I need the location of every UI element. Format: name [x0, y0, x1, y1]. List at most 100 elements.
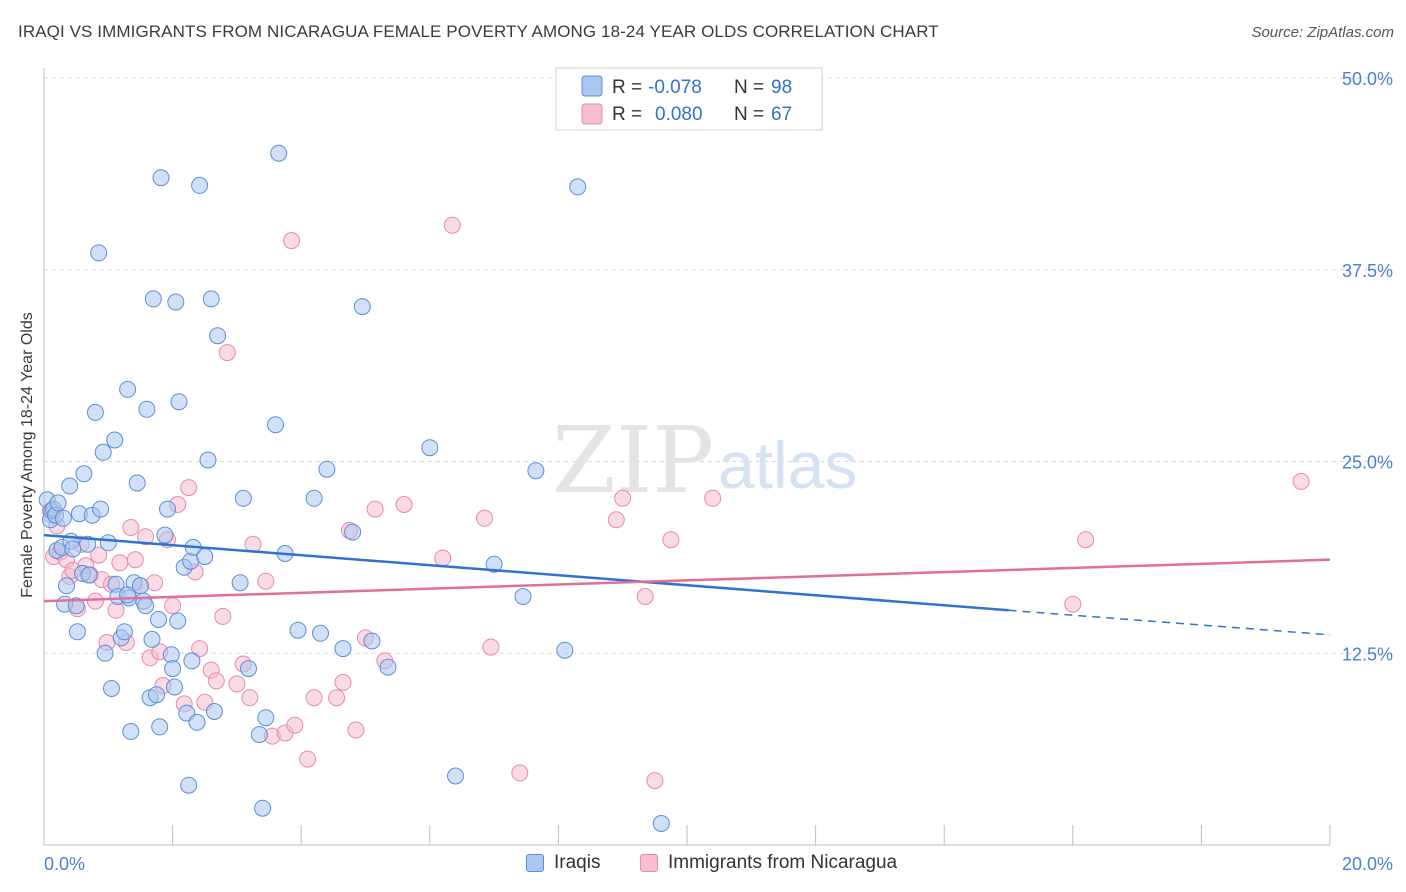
iraqi-point-61: [188, 713, 206, 731]
iraqi-point-62: [191, 176, 209, 194]
iraqi-point-78: [305, 489, 323, 507]
nicaragua-point-34: [191, 640, 209, 658]
iraqi-point-54: [169, 612, 187, 630]
iraqi-point-33: [119, 380, 137, 398]
series-legend: Iraqis Immigrants from Nicaragua: [0, 852, 1406, 878]
iraqi-point-86: [421, 439, 439, 457]
grid-lines: [44, 77, 1394, 654]
x-tick-label-1: 20.0%: [1342, 854, 1393, 874]
iraqi-point-44: [148, 686, 165, 704]
axes: [43, 68, 1331, 846]
nicaragua-point-49: [299, 750, 317, 768]
nicaragua-point-68: [662, 531, 680, 549]
iraqi-point-88: [485, 555, 503, 573]
y-tick-label-2: 37.5%: [1342, 261, 1393, 281]
nicaragua-point-59: [395, 496, 413, 513]
iraqi-point-51: [164, 660, 182, 678]
nicaragua-point-20: [122, 519, 140, 536]
legend-n-value-2: 67: [771, 104, 792, 125]
nicaragua-point-69: [704, 489, 722, 507]
nicaragua-point-23: [137, 528, 155, 546]
iraqi-trend-extension: [1008, 609, 1331, 636]
iraqi-point-26: [99, 534, 117, 552]
x-tick-label-0: 0.0%: [44, 854, 85, 874]
iraqi-point-85: [379, 658, 397, 676]
iraqi-point-13: [64, 540, 82, 558]
nicaragua-point-25: [146, 574, 164, 592]
nicaragua-point-67: [646, 772, 664, 790]
iraqi-point-74: [267, 416, 284, 434]
iraqi-point-18: [75, 465, 93, 483]
iraqi-point-77: [289, 621, 307, 639]
iraqi-point-81: [334, 640, 352, 658]
iraqi-point-24: [94, 443, 112, 461]
nicaragua-point-51: [328, 689, 346, 707]
iraqi-point-55: [170, 393, 188, 411]
iraqi-point-6: [49, 494, 67, 512]
nicaragua-point-72: [1292, 472, 1310, 490]
nicaragua-point-64: [607, 511, 625, 529]
iraqi-point-79: [312, 624, 329, 642]
iraqi-point-80: [318, 460, 336, 478]
watermark-zip: ZIP: [552, 407, 714, 514]
legend-n-label-1: N =: [734, 77, 764, 98]
nicaragua-point-39: [218, 344, 236, 362]
iraqi-point-87: [447, 767, 464, 785]
iraqi-point-43: [144, 290, 162, 308]
nicaragua-point-58: [443, 216, 461, 234]
iraqi-point-65: [202, 290, 220, 308]
tick-labels: 12.5% 25.0% 37.5% 50.0% 0.0% 20.0%: [44, 69, 1393, 874]
legend-n-label-2: N =: [734, 104, 764, 125]
y-tick-label-3: 50.0%: [1342, 69, 1393, 89]
iraqi-point-89: [514, 588, 532, 605]
legend-swatch-iraqis: [581, 75, 603, 97]
nicaragua-point-29: [164, 597, 182, 615]
iraqi-point-40: [138, 400, 156, 418]
iraqi-point-83: [353, 298, 371, 316]
iraqi-point-15: [68, 623, 86, 641]
iraqi-point-82: [344, 523, 362, 541]
iraqi-point-37: [128, 474, 146, 492]
legend-item-nicaragua[interactable]: Immigrants from Nicaragua: [640, 852, 897, 874]
nicaragua-point-63: [511, 764, 529, 782]
iraqi-point-25: [96, 644, 114, 662]
iraqi-point-97: [137, 597, 155, 615]
legend-r-label-1: R =: [612, 77, 642, 98]
legend-r-value-1: -0.078: [648, 77, 702, 98]
legend-r-label-2: R =: [612, 104, 642, 125]
data-points: [38, 144, 1310, 832]
iraqi-point-72: [254, 799, 272, 817]
iraqi-point-93: [652, 815, 670, 832]
iraqi-point-71: [250, 726, 268, 744]
nicaragua-point-21: [126, 551, 144, 569]
legend-label-nicaragua: Immigrants from Nicaragua: [668, 852, 898, 873]
nicaragua-point-38: [214, 607, 232, 625]
iraqi-point-11: [61, 477, 79, 495]
iraqi-point-91: [556, 641, 574, 659]
iraqi-point-48: [156, 526, 174, 544]
legend-item-iraqis[interactable]: Iraqis: [526, 852, 600, 874]
iraqi-point-70: [240, 660, 257, 678]
iraqi-point-92: [569, 178, 587, 196]
iraqi-point-67: [209, 327, 227, 345]
nicaragua-point-70: [1064, 595, 1082, 613]
nicaragua-point-62: [482, 638, 500, 656]
iraqi-point-49: [159, 500, 176, 518]
iraqi-point-53: [167, 293, 185, 311]
legend-swatch-nicaragua: [581, 103, 603, 125]
nicaragua-point-40: [228, 675, 246, 693]
iraqi-point-63: [196, 548, 214, 566]
iraqi-point-68: [231, 574, 249, 592]
nicaragua-point-48: [286, 716, 304, 734]
iraqi-point-19: [80, 566, 98, 584]
nicaragua-point-61: [476, 509, 493, 527]
nicaragua-point-13: [90, 546, 108, 564]
nicaragua-point-47: [283, 232, 301, 250]
watermark: ZIP atlas: [552, 407, 857, 514]
watermark-atlas: atlas: [718, 428, 857, 502]
iraqi-point-95: [119, 586, 137, 604]
iraqi-point-21: [86, 403, 104, 421]
legend-n-value-1: 98: [771, 77, 792, 98]
iraqi-point-32: [115, 623, 133, 641]
source-label: Source: ZipAtlas.com: [1251, 24, 1394, 41]
